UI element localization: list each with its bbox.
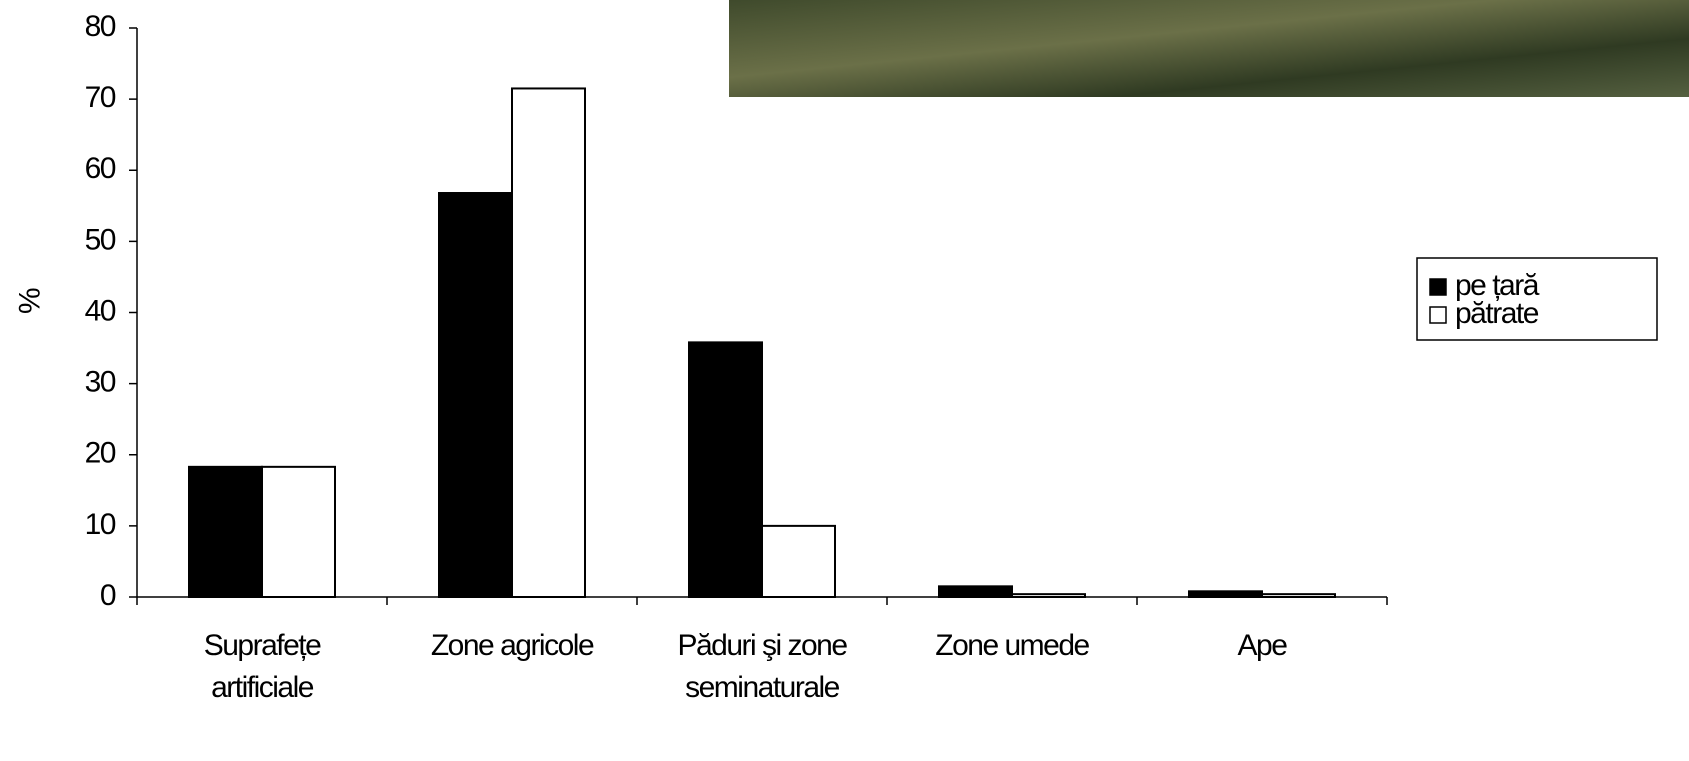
y-axis-label: % — [12, 287, 45, 313]
legend-swatch — [1429, 306, 1447, 324]
y-tick-label: 50 — [85, 223, 116, 256]
x-tick-label: Suprafețe artificiale — [203, 629, 322, 704]
y-tick-label: 30 — [85, 366, 116, 399]
legend-label: pe țară — [1455, 269, 1540, 302]
y-tick-label: 70 — [85, 81, 116, 114]
x-tick-label: Zone agricole — [430, 629, 595, 662]
bar — [688, 341, 763, 598]
legend — [1416, 257, 1658, 341]
x-tick-label: Zone umede — [935, 629, 1090, 662]
bar — [188, 465, 263, 598]
y-tick-label: 0 — [100, 579, 116, 612]
bar — [761, 524, 836, 598]
y-tick-label: 80 — [85, 10, 116, 43]
legend-label: pătrate — [1455, 297, 1539, 330]
y-tick-label: 40 — [85, 294, 116, 327]
bar — [1261, 593, 1336, 599]
bar — [511, 87, 586, 599]
photo — [729, 0, 1689, 97]
y-tick-label: 20 — [85, 437, 116, 470]
bar — [1011, 593, 1086, 599]
x-tick-label: Păduri şi zone seminaturale — [677, 629, 848, 704]
y-tick-label: 10 — [85, 508, 116, 541]
legend-swatch — [1429, 278, 1447, 296]
x-tick-label: Ape — [1237, 629, 1288, 662]
bar — [938, 585, 1013, 598]
bar — [261, 465, 336, 598]
bar — [1188, 590, 1263, 598]
bar — [438, 192, 513, 598]
y-tick-label: 60 — [85, 152, 116, 185]
